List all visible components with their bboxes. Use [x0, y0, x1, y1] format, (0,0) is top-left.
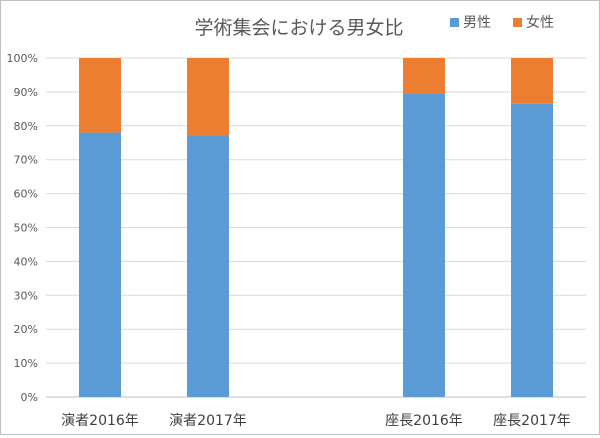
x-tick-label: 演者2016年: [61, 413, 139, 429]
y-axis-ticks: 0% 10% 20% 30% 40% 50% 60% 70% 80% 90% 100%: [7, 52, 38, 404]
y-tick-label: 60%: [14, 188, 38, 201]
legend: 男性 女性: [450, 14, 554, 31]
x-tick-label: 座長2017年: [493, 413, 571, 429]
legend-swatch-male: [450, 18, 459, 27]
bar-segment-male: [403, 93, 445, 397]
bars: [79, 58, 553, 397]
bar-segment-male: [511, 103, 553, 397]
bar-segment-female: [403, 58, 445, 94]
x-tick-label: 演者2017年: [169, 413, 247, 429]
y-tick-label: 100%: [7, 52, 38, 65]
y-tick-label: 50%: [14, 222, 38, 235]
y-tick-label: 40%: [14, 255, 38, 268]
chart-title: 学術集会における男女比: [194, 17, 403, 39]
legend-label-female: 女性: [526, 14, 554, 31]
bar-segment-male: [79, 132, 121, 397]
bar-segment-female: [79, 58, 121, 133]
gridlines: [46, 57, 586, 398]
x-tick-label: 座長2016年: [385, 413, 463, 429]
y-tick-label: 10%: [14, 357, 38, 370]
y-tick-label: 0%: [21, 391, 38, 404]
legend-label-male: 男性: [463, 15, 491, 31]
y-tick-label: 30%: [14, 289, 38, 302]
y-tick-label: 90%: [14, 86, 38, 99]
y-tick-label: 20%: [14, 323, 38, 336]
bar-segment-female: [187, 58, 229, 136]
bar-segment-female: [511, 58, 553, 104]
bar-segment-male: [187, 135, 229, 397]
y-tick-label: 70%: [14, 154, 38, 167]
legend-swatch-female: [513, 18, 522, 27]
x-axis-ticks: 演者2016年 演者2017年 座長2016年 座長2017年: [61, 413, 571, 429]
y-tick-label: 80%: [14, 120, 38, 133]
